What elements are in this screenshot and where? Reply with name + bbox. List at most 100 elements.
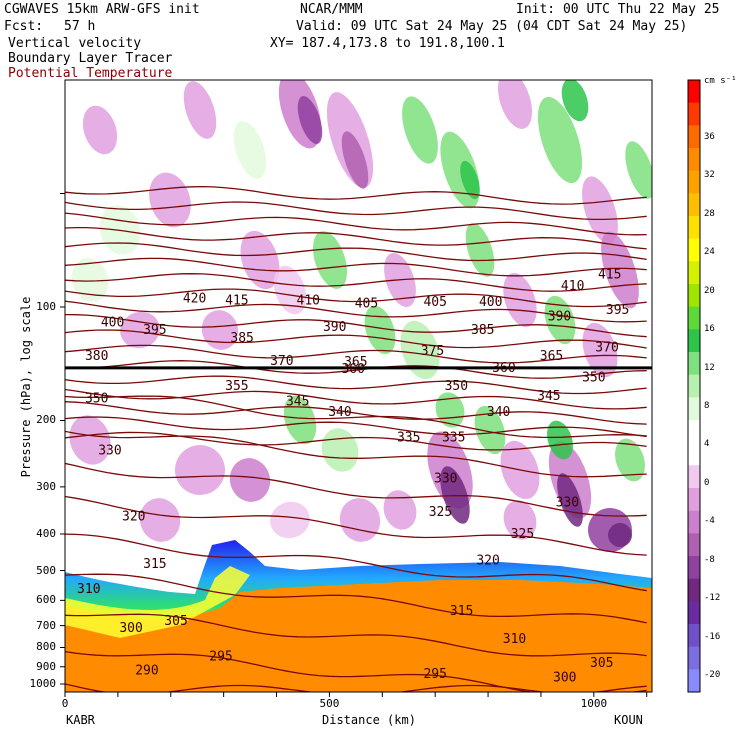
velocity-cell-42 (608, 523, 632, 547)
colorbar-swatch-14 (688, 397, 700, 421)
field-potential-temperature: Potential Temperature (8, 66, 173, 81)
y-axis-label: Pressure (hPa), log scale (19, 296, 33, 478)
velocity-cell-30 (201, 310, 239, 350)
colorbar-swatch-9 (688, 284, 700, 308)
valid-time: Valid: 09 UTC Sat 24 May 25 (04 CDT Sat … (296, 19, 688, 34)
colorbar-swatch-22 (688, 578, 700, 602)
velocity-cell-26 (544, 295, 576, 345)
colorbar-label-14: -20 (704, 670, 721, 680)
y-tick-label-600: 600 (36, 593, 56, 607)
theta-label-310-7: 310 (77, 582, 100, 597)
theta-contour-315 (65, 495, 647, 556)
theta-label-400-42: 400 (101, 316, 124, 331)
velocity-cell-49 (270, 501, 310, 539)
y-tick-label-800: 800 (36, 640, 56, 654)
colorbar-label-4: 20 (704, 285, 715, 296)
velocity-cell-48 (383, 490, 417, 530)
colorbar-swatch-21 (688, 556, 700, 580)
colorbar-swatch-12 (688, 352, 700, 376)
colorbar-swatch-2 (688, 125, 700, 149)
theta-label-345-22: 345 (286, 394, 309, 409)
theta-label-405-44: 405 (355, 297, 378, 312)
theta-label-300-4: 300 (553, 670, 576, 685)
velocity-cell-10 (582, 176, 618, 244)
theta-label-315-9: 315 (143, 557, 166, 572)
colorbar-label-8: 4 (704, 439, 710, 450)
center-name: NCAR/MMM (300, 2, 363, 17)
colorbar-swatch-1 (688, 102, 700, 126)
velocity-cell-19 (273, 265, 307, 315)
theta-contour-405 (65, 226, 647, 250)
theta-label-370-32: 370 (270, 354, 293, 369)
field-vertical-velocity: Vertical velocity (8, 36, 142, 51)
velocity-cell-20 (312, 231, 348, 289)
x-tick-label-0: 0 (61, 697, 69, 710)
theta-label-345-23: 345 (537, 389, 560, 404)
theta-label-365-31: 365 (540, 349, 563, 364)
colorbar-label-10: -4 (704, 516, 715, 527)
theta-label-360-29: 360 (492, 361, 515, 376)
theta-label-390-38: 390 (323, 320, 346, 335)
theta-contour-295 (65, 650, 647, 692)
theta-label-330-16: 330 (434, 471, 457, 486)
colorbar-label-2: 28 (704, 208, 715, 219)
theta-label-395-40: 395 (143, 323, 166, 338)
colorbar-label-9: 0 (704, 477, 710, 488)
velocity-cell-13 (233, 121, 267, 179)
theta-label-325-13: 325 (429, 505, 452, 520)
theta-contour-345 (65, 401, 647, 425)
theta-contour-330 (65, 395, 647, 439)
velocity-cell-31 (69, 415, 111, 465)
x-axis-ticks (64, 692, 648, 697)
theta-label-335-18: 335 (397, 431, 420, 446)
theta-label-355-27: 355 (225, 379, 248, 394)
theta-contour-365 (65, 344, 647, 364)
colorbar-swatch-6 (688, 216, 700, 240)
theta-contour-375 (65, 313, 647, 338)
colorbar-swatch-13 (688, 374, 700, 398)
theta-label-410-46: 410 (297, 293, 320, 308)
y-tick-label-400: 400 (36, 526, 56, 540)
theta-contour-310 (65, 533, 647, 592)
theta-label-390-39: 390 (548, 310, 571, 325)
colorbar-units: cm s⁻¹ (704, 76, 737, 86)
colorbar-label-11: -8 (704, 554, 715, 565)
theta-label-385-37: 385 (471, 323, 494, 338)
velocity-cell-43 (339, 498, 381, 542)
theta-contour-390 (65, 273, 647, 292)
velocity-cell-44 (474, 405, 506, 455)
colorbar-swatch-5 (688, 193, 700, 217)
velocity-cell-24 (400, 320, 440, 380)
x-tick-label-1000: 1000 (580, 697, 608, 710)
velocity-cell-18 (240, 230, 280, 290)
theta-contour-370 (65, 329, 647, 349)
theta-label-290-0: 290 (135, 663, 158, 678)
theta-contour-410 (65, 212, 647, 236)
velocity-cell-9 (497, 80, 533, 129)
theta-contour-350 (65, 388, 647, 410)
colorbar-label-0: 36 (704, 132, 715, 142)
theta-label-320-12: 320 (476, 553, 499, 568)
velocity-cell-40 (557, 473, 583, 527)
colorbar-swatch-4 (688, 170, 700, 194)
theta-contour-335 (65, 431, 647, 451)
velocity-cell-47 (139, 498, 181, 542)
y-tick-label-200: 200 (36, 413, 56, 427)
theta-label-340-21: 340 (487, 405, 510, 420)
theta-contour-395 (65, 257, 647, 277)
theta-label-330-17: 330 (556, 495, 579, 510)
velocity-cell-17 (149, 172, 191, 228)
velocity-cell-33 (229, 458, 271, 502)
theta-label-400-43: 400 (479, 295, 502, 310)
theta-contour-420 (65, 185, 647, 205)
theta-label-360-28: 360 (341, 362, 364, 377)
colorbar-swatch-8 (688, 261, 700, 285)
y-tick-label-300: 300 (36, 479, 56, 493)
init-time: Init: 00 UTC Thu 22 May 25 (516, 2, 720, 17)
theta-label-380-35: 380 (85, 349, 108, 364)
velocity-cell-3 (341, 131, 369, 189)
colorbar-swatch-0 (688, 80, 700, 104)
colorbar-swatch-11 (688, 329, 700, 353)
colorbar-label-1: 32 (704, 170, 715, 181)
